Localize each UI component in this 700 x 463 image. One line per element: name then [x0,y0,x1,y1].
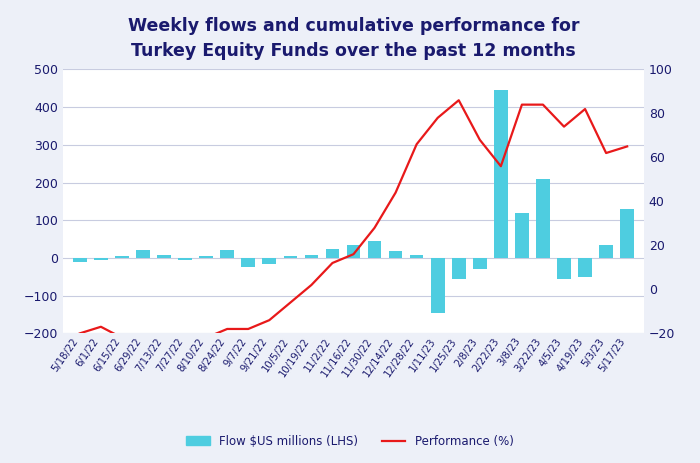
Bar [178,258,192,260]
Bar [304,255,318,258]
Bar [115,256,129,258]
Performance (%) [370,225,379,231]
Bar [368,241,382,258]
Bar [73,258,87,262]
Bar [515,213,528,258]
Performance (%) [328,260,337,266]
Performance (%) [202,335,210,341]
Bar [536,179,550,258]
Performance (%) [391,190,400,195]
Performance (%) [623,144,631,149]
Performance (%) [139,335,147,341]
Bar [346,245,360,258]
Bar [284,256,298,258]
Performance (%) [475,137,484,143]
Bar [326,249,340,258]
Bar [136,250,150,258]
Line: Performance (%): Performance (%) [80,100,627,342]
Bar [578,258,592,277]
Bar [199,256,213,258]
Bar [452,258,466,279]
Bar [557,258,570,279]
Performance (%) [97,324,105,330]
Performance (%) [349,251,358,257]
Bar [158,255,171,258]
Performance (%) [181,339,189,345]
Bar [94,258,108,260]
Title: Weekly flows and cumulative performance for
Turkey Equity Funds over the past 12: Weekly flows and cumulative performance … [127,17,580,60]
Performance (%) [307,282,316,288]
Performance (%) [265,318,274,323]
Performance (%) [539,102,547,107]
Bar [473,258,486,269]
Performance (%) [118,335,126,341]
Performance (%) [433,115,442,120]
Bar [599,245,613,258]
Bar [494,90,508,258]
Performance (%) [518,102,526,107]
Bar [389,251,402,258]
Performance (%) [286,300,295,306]
Performance (%) [560,124,568,129]
Performance (%) [160,339,168,345]
Bar [241,258,255,267]
Performance (%) [244,326,253,332]
Performance (%) [412,142,421,147]
Bar [220,250,234,258]
Performance (%) [76,331,84,336]
Performance (%) [223,326,232,332]
Performance (%) [497,163,505,169]
Bar [262,258,276,263]
Performance (%) [454,98,463,103]
Performance (%) [581,106,589,112]
Bar [620,209,634,258]
Bar [431,258,444,313]
Legend: Flow $US millions (LHS), Performance (%): Flow $US millions (LHS), Performance (%) [181,430,519,452]
Performance (%) [602,150,610,156]
Bar [410,255,424,258]
